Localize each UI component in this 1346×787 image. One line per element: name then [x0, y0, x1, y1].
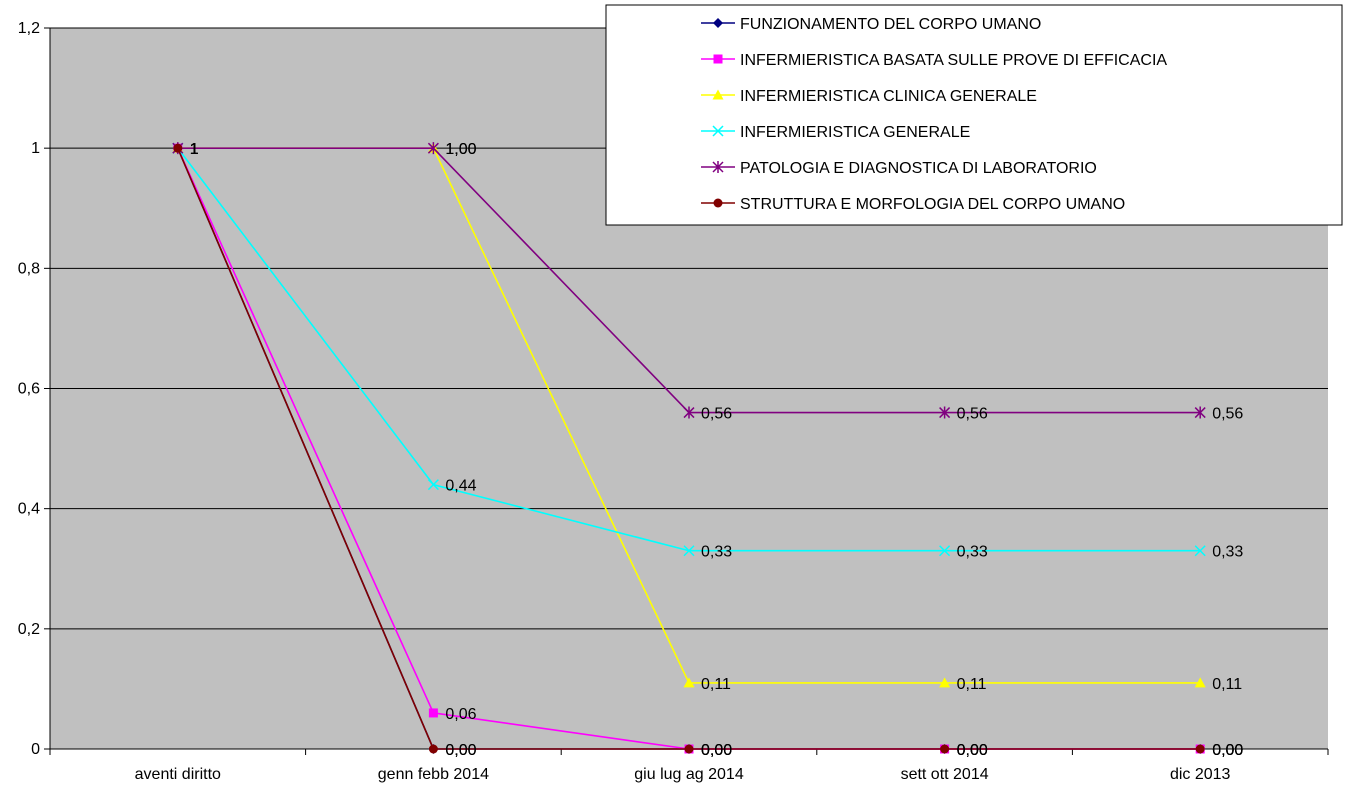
- y-tick-label: 0,2: [18, 621, 40, 638]
- legend-marker: [712, 125, 724, 137]
- data-point-marker: [1195, 744, 1205, 754]
- legend-item[interactable]: PATOLOGIA E DIAGNOSTICA DI LABORATORIO: [701, 160, 1097, 177]
- data-point-marker: [173, 143, 183, 153]
- data-point-marker: [1194, 677, 1206, 688]
- legend-box: [605, 4, 1343, 226]
- data-point-marker: [683, 406, 695, 419]
- data-label: 1: [190, 141, 199, 158]
- data-point-marker: [683, 677, 695, 688]
- data-point-marker: [1194, 406, 1206, 419]
- data-label: 0,11: [957, 676, 987, 693]
- data-label: 1: [190, 141, 199, 158]
- data-label: 0,00: [1212, 742, 1243, 759]
- data-point-marker: [683, 545, 695, 557]
- legend-marker: [713, 198, 723, 208]
- data-label: 0,00: [1212, 742, 1243, 759]
- series-group: [172, 142, 1206, 754]
- data-label: 0,00: [957, 742, 988, 759]
- y-tick-label: 0,6: [18, 381, 40, 398]
- data-label: 0,00: [957, 742, 988, 759]
- y-tick-label: 0,4: [18, 501, 40, 518]
- data-label: 0,00: [957, 742, 988, 759]
- data-point-marker: [939, 545, 951, 557]
- data-label: 1: [190, 141, 199, 158]
- data-point-marker: [940, 744, 950, 754]
- x-tick-label: giu lug ag 2014: [634, 766, 744, 783]
- data-point-marker: [939, 406, 951, 419]
- legend-label: FUNZIONAMENTO DEL CORPO UMANO: [740, 16, 1041, 33]
- x-tick-label: dic 2013: [1170, 766, 1231, 783]
- data-point-marker: [427, 479, 439, 491]
- legend-item[interactable]: STRUTTURA E MORFOLOGIA DEL CORPO UMANO: [701, 196, 1125, 213]
- y-tick-label: 1: [31, 140, 40, 157]
- data-point-marker: [428, 708, 438, 718]
- data-label: 0,11: [701, 676, 731, 693]
- data-label: 1,00: [445, 141, 476, 158]
- legend-item[interactable]: INFERMIERISTICA BASATA SULLE PROVE DI EF…: [701, 52, 1167, 69]
- data-point-marker: [939, 677, 951, 688]
- x-tick-label: aventi diritto: [135, 766, 221, 783]
- y-tick-label: 1,2: [18, 20, 40, 37]
- axes: 0 0,2 0,4 0,6 0,8 1 1,2 aventi diritto genn febb…: [18, 20, 1329, 783]
- legend-item[interactable]: INFERMIERISTICA GENERALE: [701, 124, 970, 141]
- data-point-marker: [1194, 545, 1206, 557]
- data-label: 0,44: [445, 478, 476, 495]
- series-struttura-e-morfologia-del-corpo-umano: [173, 143, 1205, 754]
- data-label: 0,56: [1212, 406, 1243, 423]
- legend-item[interactable]: INFERMIERISTICA CLINICA GENERALE: [701, 88, 1037, 105]
- data-label: 0,00: [701, 742, 732, 759]
- y-tick-label: 0: [31, 741, 40, 758]
- data-label: 0,33: [957, 544, 988, 561]
- data-label: 1: [190, 141, 199, 158]
- data-point-marker: [428, 744, 438, 754]
- legend-label: STRUTTURA E MORFOLOGIA DEL CORPO UMANO: [740, 196, 1125, 213]
- data-label: 0,56: [957, 406, 988, 423]
- legend-label: INFERMIERISTICA BASATA SULLE PROVE DI EF…: [740, 52, 1167, 69]
- data-label: 0,06: [445, 706, 476, 723]
- data-label: 0,00: [701, 742, 732, 759]
- data-label: 1: [190, 141, 199, 158]
- data-point-marker: [684, 744, 694, 754]
- legend-label: INFERMIERISTICA CLINICA GENERALE: [740, 88, 1037, 105]
- data-label: 0,33: [701, 544, 732, 561]
- legend-marker: [713, 54, 723, 64]
- legend-marker: [712, 161, 724, 173]
- data-label: 1: [190, 141, 199, 158]
- x-tick-label: sett ott 2014: [901, 766, 989, 783]
- legend-item[interactable]: FUNZIONAMENTO DEL CORPO UMANO: [701, 16, 1041, 33]
- series-patologia-e-diagnostica-di-laboratorio: [172, 142, 1206, 419]
- data-label: 0,11: [1212, 676, 1242, 693]
- x-tick-label: genn febb 2014: [378, 766, 489, 783]
- legend-marker: [713, 18, 723, 28]
- y-tick-label: 0,8: [18, 260, 40, 277]
- data-label: 0,00: [701, 742, 732, 759]
- legend-label: PATOLOGIA E DIAGNOSTICA DI LABORATORIO: [740, 160, 1097, 177]
- data-label: 0,00: [1212, 742, 1243, 759]
- data-label: 0,56: [701, 406, 732, 423]
- legend-label: INFERMIERISTICA GENERALE: [740, 124, 970, 141]
- data-point-marker: [427, 142, 439, 155]
- data-label: 0,33: [1212, 544, 1243, 561]
- data-label: 0,00: [445, 742, 476, 759]
- legend[interactable]: FUNZIONAMENTO DEL CORPO UMANO INFERMIERIS…: [605, 4, 1343, 226]
- legend-marker: [712, 89, 724, 100]
- data-label: 1,00: [445, 141, 476, 158]
- data-label: 0,00: [445, 742, 476, 759]
